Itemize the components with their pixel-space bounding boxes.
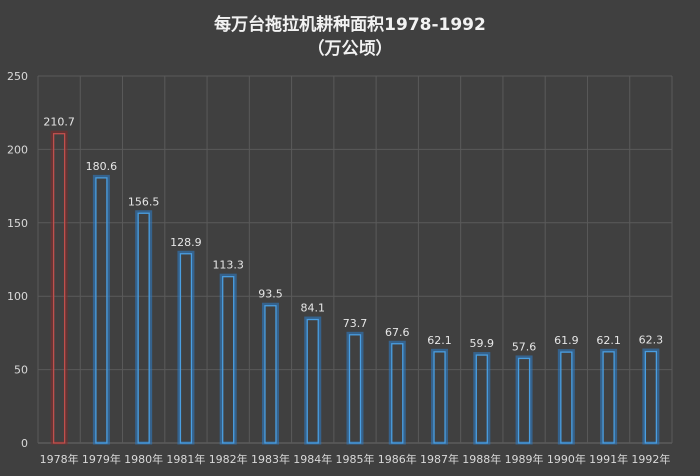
bar: [348, 334, 362, 444]
data-label: 62.1: [427, 334, 452, 347]
bar: [391, 343, 404, 444]
bar: [95, 177, 108, 444]
x-tick-label: 1980年: [124, 452, 163, 466]
bar: [475, 354, 488, 444]
data-label: 128.9: [170, 236, 202, 249]
x-tick-label: 1992年: [631, 452, 670, 466]
bar: [306, 318, 319, 444]
y-tick-label: 50: [14, 364, 28, 377]
y-tick-label: 250: [7, 70, 28, 83]
x-tick-label: 1979年: [82, 452, 121, 466]
x-tick-label: 1990年: [547, 452, 586, 466]
data-label: 61.9: [554, 334, 579, 347]
x-tick-label: 1983年: [251, 452, 290, 466]
data-label: 62.3: [639, 334, 664, 347]
data-label: 180.6: [86, 160, 118, 173]
data-label: 84.1: [300, 302, 325, 315]
bar: [179, 253, 193, 444]
bar: [644, 350, 658, 444]
data-label: 210.7: [43, 116, 75, 129]
data-label: 113.3: [212, 259, 244, 272]
data-label: 93.5: [258, 288, 283, 301]
bar: [137, 212, 150, 444]
x-tick-label: 1982年: [209, 452, 248, 466]
x-tick-label: 1978年: [40, 452, 79, 466]
bar: [264, 305, 277, 444]
bar: [560, 351, 573, 444]
x-tick-label: 1984年: [293, 452, 332, 466]
x-tick-label: 1987年: [420, 452, 459, 466]
x-tick-label: 1988年: [462, 452, 501, 466]
bar: [602, 351, 615, 444]
x-tick-label: 1981年: [166, 452, 205, 466]
data-label: 67.6: [385, 326, 410, 339]
x-tick-label: 1986年: [378, 452, 417, 466]
chart-title: 每万台拖拉机耕种面积1978-1992: [214, 14, 486, 35]
chart-subtitle: （万公顷）: [308, 38, 393, 59]
x-tick-label: 1985年: [336, 452, 375, 466]
x-axis-ticks: 1978年 1979年 1980年 1981年 1982年 1983年 1984年 1985年…: [40, 452, 671, 466]
x-tick-label: 1991年: [589, 452, 628, 466]
y-tick-label: 200: [7, 143, 28, 156]
bar: [433, 351, 446, 444]
data-label: 73.7: [343, 317, 368, 330]
x-tick-label: 1989年: [505, 452, 544, 466]
y-tick-label: 150: [7, 217, 28, 230]
data-label: 57.6: [512, 340, 537, 353]
data-label: 156.5: [128, 195, 160, 208]
bars: [50, 130, 660, 445]
grid: [37, 75, 673, 444]
data-label: 59.9: [470, 337, 495, 350]
value-labels: 210.7 180.6 156.5 128.9 113.3 93.5 84.1 73.7 67.…: [43, 116, 663, 354]
bar: [52, 133, 66, 444]
y-axis-ticks: 0 50 100 150 200 250: [7, 70, 28, 450]
bar: [517, 357, 531, 444]
bar: [222, 276, 235, 444]
data-label: 62.1: [596, 334, 621, 347]
y-tick-label: 100: [7, 290, 28, 303]
y-tick-label: 0: [21, 437, 28, 450]
